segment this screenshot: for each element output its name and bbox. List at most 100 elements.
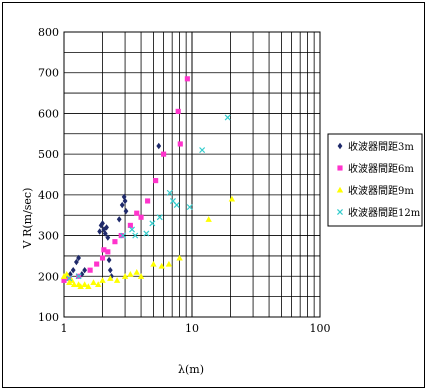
data-point	[228, 195, 236, 202]
data-point	[138, 214, 144, 220]
series-points	[61, 76, 190, 283]
data-point	[74, 258, 79, 266]
x-tick-label: 10	[185, 322, 199, 335]
data-point	[98, 222, 104, 229]
data-point	[70, 266, 76, 274]
data-point	[63, 271, 70, 277]
legend-label: 收波器間距12m	[348, 206, 421, 219]
x-tick-labels: 1 10 100	[61, 322, 331, 335]
data-point	[127, 271, 134, 277]
data-point	[105, 234, 111, 241]
legend-item: 收波器間距6m	[337, 162, 414, 175]
data-point	[150, 260, 157, 267]
data-point	[149, 220, 156, 227]
data-point	[120, 232, 127, 239]
data-point	[121, 193, 127, 201]
data-point	[102, 230, 108, 237]
legend-label: 收波器間距9m	[348, 184, 414, 197]
data-point	[119, 201, 125, 209]
data-point	[100, 220, 105, 227]
y-axis-label: V R(m/sec)	[21, 188, 34, 250]
y-tick-label: 100	[38, 311, 59, 324]
data-point	[186, 204, 193, 211]
data-point	[337, 209, 343, 215]
data-point	[99, 255, 106, 261]
data-point	[109, 273, 114, 280]
data-point	[336, 186, 344, 193]
data-point	[85, 283, 92, 290]
data-point	[145, 198, 151, 204]
data-point	[153, 178, 159, 184]
series-points	[66, 114, 231, 282]
data-point	[112, 239, 118, 245]
data-point	[79, 271, 85, 278]
series-points	[60, 195, 236, 290]
data-point	[87, 267, 93, 273]
legend: 收波器間距3m 收波器間距6m 收波器間距9m 收波器間距12m	[327, 133, 423, 227]
data-point	[94, 281, 102, 287]
data-point	[166, 189, 173, 196]
data-point	[75, 273, 82, 280]
y-tick-labels: 100 200 300 400 500 600 700 800	[38, 26, 59, 324]
data-point	[66, 275, 73, 282]
data-point	[177, 141, 183, 147]
data-point	[132, 232, 139, 239]
x-tick-label: 100	[310, 322, 331, 335]
grid-lines	[63, 31, 320, 318]
data-point	[122, 197, 128, 205]
data-point	[107, 266, 113, 274]
data-point	[105, 249, 111, 255]
data-point	[90, 279, 97, 285]
data-point	[161, 151, 167, 157]
y-tick-label: 800	[38, 26, 59, 39]
data-point	[116, 216, 122, 223]
y-tick-label: 400	[38, 189, 59, 202]
legend-item: 收波器間距3m	[337, 140, 414, 153]
data-point	[61, 277, 67, 283]
data-point	[94, 261, 100, 267]
y-tick-label: 500	[38, 148, 59, 161]
data-point	[184, 76, 190, 82]
x-axis-label: λ(m)	[178, 363, 204, 376]
data-point	[156, 214, 163, 221]
data-point	[129, 226, 136, 233]
y-tick-label: 700	[38, 67, 59, 80]
y-tick-label: 200	[38, 270, 59, 283]
data-point	[199, 147, 206, 154]
data-point	[158, 262, 165, 269]
data-point	[77, 283, 84, 290]
data-point	[337, 165, 343, 171]
data-point	[133, 269, 140, 275]
data-point	[123, 207, 129, 215]
data-point	[82, 266, 88, 274]
data-point	[137, 273, 145, 279]
data-point	[104, 224, 109, 231]
data-point	[337, 142, 343, 150]
data-point	[224, 114, 231, 121]
series-points	[64, 142, 162, 280]
data-point	[76, 254, 81, 262]
data-point	[143, 230, 150, 237]
data-point	[113, 277, 121, 283]
data-point	[70, 281, 78, 287]
legend-item: 收波器間距12m	[337, 206, 421, 219]
data-point	[127, 222, 133, 228]
data-point	[173, 202, 180, 209]
y-tick-label: 600	[38, 107, 59, 120]
data-point	[176, 254, 183, 261]
data-points	[60, 76, 236, 290]
data-point	[97, 228, 103, 235]
data-point	[106, 256, 112, 264]
data-point	[165, 260, 173, 267]
data-point	[121, 273, 129, 279]
data-point	[99, 277, 106, 283]
data-point	[175, 108, 181, 114]
data-point	[118, 233, 124, 239]
legend-box	[327, 133, 423, 227]
data-point	[101, 247, 107, 253]
data-point	[81, 281, 88, 287]
data-point	[107, 275, 114, 281]
data-point	[134, 210, 140, 216]
y-tick-label: 300	[38, 230, 59, 243]
